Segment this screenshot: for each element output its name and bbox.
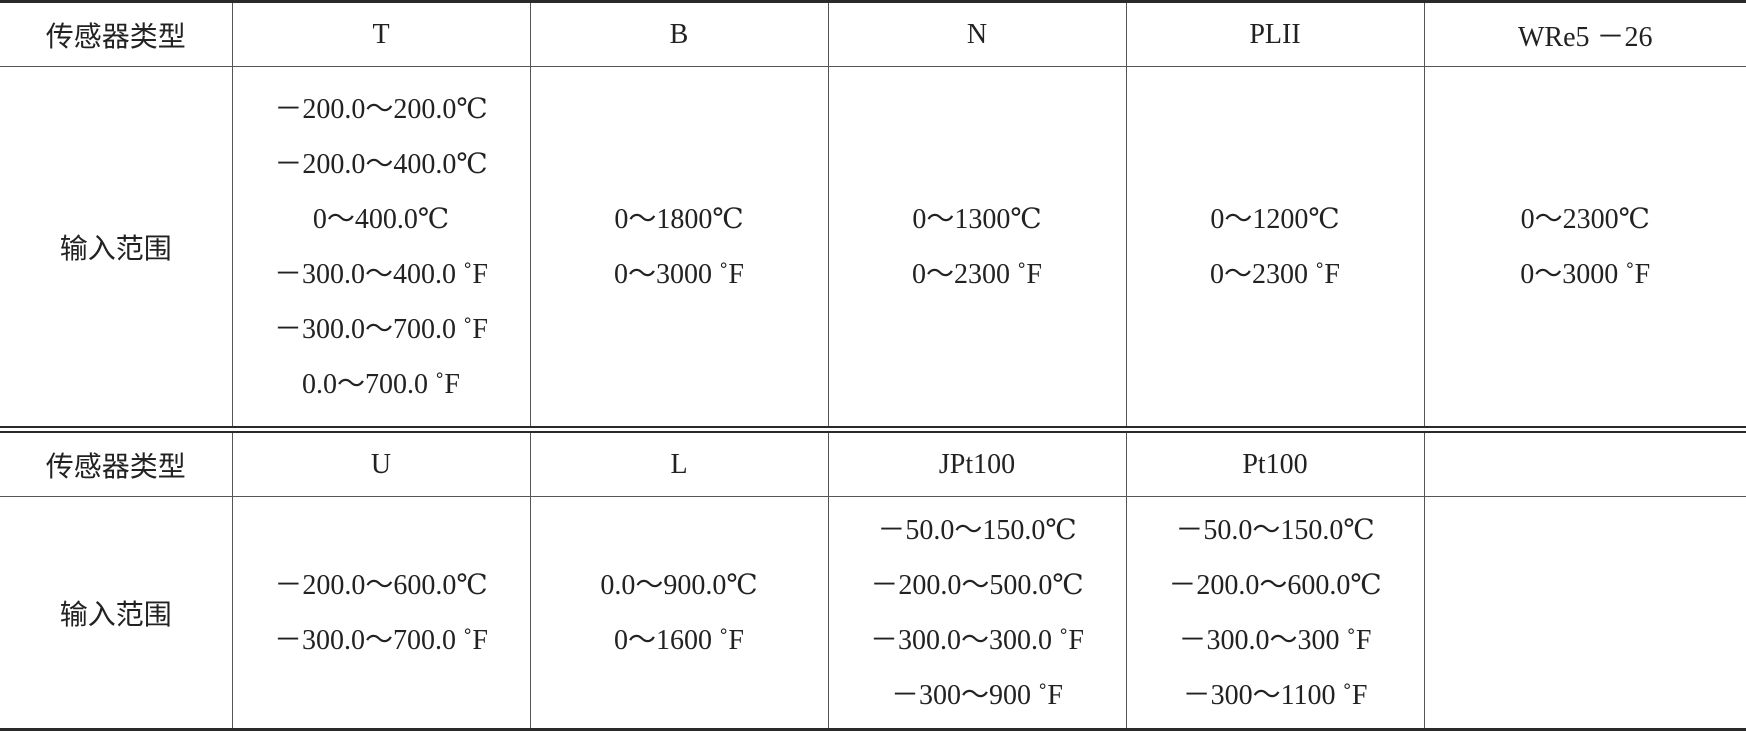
range-line: 0.0～700.0 ˚F (302, 368, 460, 400)
range-line: 0～1600 ˚F (614, 624, 744, 656)
range-cell: 0～1800℃ 0～3000 ˚F (529, 66, 829, 428)
range-cell: 0.0～900.0℃ 0～1600 ˚F (529, 496, 829, 731)
range-line: 0～400.0℃ (312, 203, 450, 235)
range-line: 0～2300℃ (1520, 203, 1650, 235)
sensor-type: WRe5 －26 (1423, 1, 1746, 67)
sensor-table: 传感器类型 U L JPt100 Pt100 输入范围 －200.0～600.0℃ －300… (0, 431, 1746, 731)
range-line: 0～1300℃ (912, 203, 1042, 235)
range-cell: －50.0～150.0℃ －200.0～600.0℃ －300.0～300 ˚F －3… (1125, 496, 1425, 731)
range-line: －200.0～200.0℃ (274, 93, 488, 125)
range-line: 0～1200℃ (1210, 203, 1340, 235)
sensor-table: 传感器类型 T B N PLII WRe5 －26 输入范围 －200.0～200.0℃ －2… (0, 0, 1746, 428)
range-line: －300～900 ˚F (891, 679, 1063, 711)
sensor-type: B (529, 1, 829, 67)
header-row: 传感器类型 T B N PLII WRe5 －26 (0, 1, 1746, 67)
range-line: 0～2300 ˚F (1210, 258, 1340, 290)
row-label: 输入范围 (0, 496, 233, 731)
range-cell: －200.0～200.0℃ －200.0～400.0℃ 0～400.0℃ －300.0… (231, 66, 531, 428)
header-row: 传感器类型 U L JPt100 Pt100 (0, 431, 1746, 497)
range-line: 0～3000 ˚F (614, 258, 744, 290)
range-line: 0～2300 ˚F (912, 258, 1042, 290)
range-line: 0～3000 ˚F (1520, 258, 1651, 290)
range-line: －200.0～600.0℃ (1168, 569, 1382, 601)
empty-cell (1423, 431, 1746, 497)
sensor-type: Pt100 (1125, 431, 1425, 497)
range-line: 0.0～900.0℃ (600, 569, 758, 601)
range-line: －300.0～700.0 ˚F (274, 624, 488, 656)
sensor-type: L (529, 431, 829, 497)
range-cell: －200.0～600.0℃ －300.0～700.0 ˚F (231, 496, 531, 731)
sensor-type: JPt100 (827, 431, 1127, 497)
range-line: －200.0～600.0℃ (274, 569, 488, 601)
sensor-type: N (827, 1, 1127, 67)
range-row: 输入范围 －200.0～600.0℃ －300.0～700.0 ˚F 0.0～900.… (0, 496, 1746, 731)
range-cell: －50.0～150.0℃ －200.0～500.0℃ －300.0～300.0 ˚F… (827, 496, 1127, 731)
row-label: 传感器类型 (0, 431, 233, 497)
range-line: －300～1100 ˚F (1182, 679, 1368, 711)
row-label: 输入范围 (0, 66, 233, 428)
range-cell: 0～2300℃ 0～3000 ˚F (1423, 66, 1746, 428)
sensor-type: PLII (1125, 1, 1425, 67)
range-line: －200.0～400.0℃ (274, 148, 488, 180)
range-row: 输入范围 －200.0～200.0℃ －200.0～400.0℃ 0～400.0℃ －3… (0, 66, 1746, 428)
range-line: －300.0～400.0 ˚F (274, 258, 488, 290)
range-cell: 0～1300℃ 0～2300 ˚F (827, 66, 1127, 428)
range-line: －50.0～150.0℃ (877, 514, 1077, 546)
range-line: 0～1800℃ (614, 203, 744, 235)
range-line: －300.0～300 ˚F (1178, 624, 1372, 656)
range-line: －300.0～700.0 ˚F (274, 313, 488, 345)
range-cell: 0～1200℃ 0～2300 ˚F (1125, 66, 1425, 428)
range-line: －200.0～500.0℃ (870, 569, 1084, 601)
sensor-type: T (231, 1, 531, 67)
range-line: －50.0～150.0℃ (1175, 514, 1375, 546)
range-line: －300.0～300.0 ˚F (870, 624, 1084, 656)
row-label: 传感器类型 (0, 1, 233, 67)
empty-cell (1423, 496, 1746, 731)
sensor-type: U (231, 431, 531, 497)
